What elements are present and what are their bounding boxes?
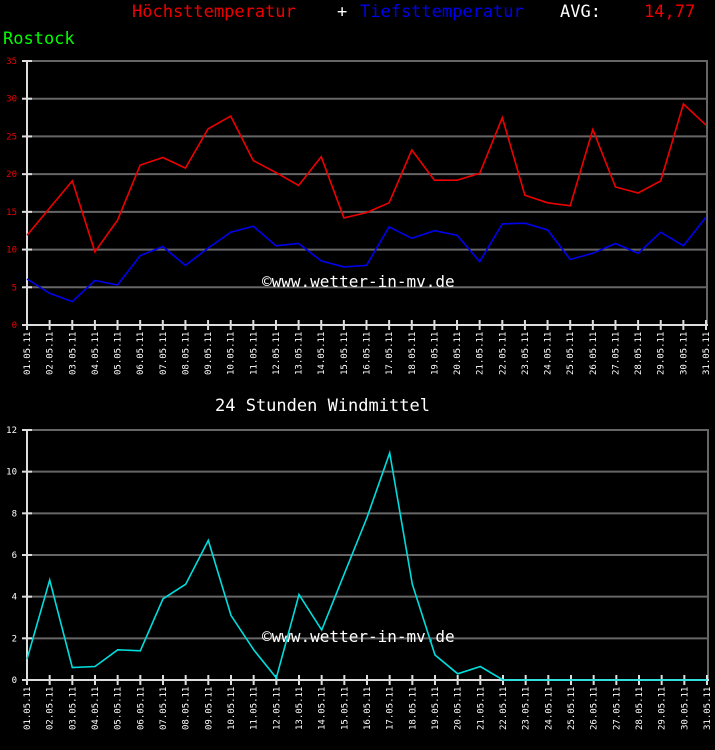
- x-tick-label: 09.05.11: [204, 332, 214, 375]
- x-tick-label: 14.05.11: [318, 687, 328, 730]
- plus-sign: +: [337, 2, 348, 22]
- y-tick-label: 6: [12, 551, 17, 561]
- x-tick-label: 15.05.11: [340, 687, 350, 730]
- x-tick-label: 07.05.11: [159, 332, 169, 375]
- x-tick-label: 25.05.11: [566, 332, 576, 375]
- x-tick-label: 19.05.11: [431, 687, 441, 730]
- x-tick-label: 29.05.11: [657, 332, 667, 375]
- low-temp-label: Tiefsttemperatur: [360, 2, 524, 22]
- high-temp-label: Höchsttemperatur: [132, 2, 296, 22]
- x-tick-label: 18.05.11: [408, 332, 418, 375]
- y-tick-label: 0: [12, 321, 17, 331]
- x-tick-label: 24.05.11: [544, 687, 554, 730]
- x-tick-label: 26.05.11: [589, 332, 599, 375]
- x-tick-label: 16.05.11: [363, 332, 373, 375]
- temperature-chart: 0 5 10 15 20 25 30 35 01.05.11 02.05.11 03.05.11 04…: [6, 57, 712, 375]
- avg-value: 14,77: [644, 2, 696, 22]
- avg-label: AVG:: [560, 2, 601, 22]
- x-tick-label: 03.05.11: [68, 687, 78, 730]
- x-tick-label: 27.05.11: [612, 687, 622, 730]
- x-tick-label: 28.05.11: [635, 687, 645, 730]
- y-tick-label: 5: [12, 283, 17, 293]
- y-tick-label: 20: [6, 170, 17, 180]
- x-tick-label: 01.05.11: [23, 332, 33, 375]
- x-tick-label: 18.05.11: [408, 687, 418, 730]
- x-tick-label: 16.05.11: [363, 687, 373, 730]
- wind-chart-title: 24 Stunden Windmittel: [215, 396, 430, 416]
- x-tick-label: 20.05.11: [453, 332, 463, 375]
- x-tick-label: 19.05.11: [430, 332, 440, 375]
- x-tick-label: 10.05.11: [227, 687, 237, 730]
- y-tick-label: 25: [6, 132, 17, 142]
- x-tick-label: 31.05.11: [702, 332, 712, 375]
- y-tick-label: 35: [6, 57, 17, 67]
- x-tick-label: 12.05.11: [272, 687, 282, 730]
- x-tick-label: 24.05.11: [544, 332, 554, 375]
- x-tick-label: 03.05.11: [68, 332, 78, 375]
- x-tick-label: 07.05.11: [159, 687, 169, 730]
- city-label: Rostock: [3, 29, 75, 49]
- x-tick-label: 29.05.11: [658, 687, 668, 730]
- x-tick-label: 10.05.11: [227, 332, 237, 375]
- x-tick-label: 27.05.11: [611, 332, 621, 375]
- y-tick-label: 12: [6, 426, 17, 436]
- x-tick-label: 04.05.11: [91, 332, 101, 375]
- y-tick-label: 10: [6, 246, 17, 256]
- x-tick-label: 02.05.11: [46, 332, 56, 375]
- x-tick-label: 23.05.11: [522, 687, 532, 730]
- x-tick-label: 06.05.11: [136, 687, 146, 730]
- x-tick-label: 13.05.11: [295, 687, 305, 730]
- series-line: [26, 449, 707, 681]
- x-tick-label: 22.05.11: [499, 687, 509, 730]
- x-tick-label: 11.05.11: [249, 332, 259, 375]
- y-tick-label: 2: [12, 634, 17, 644]
- x-tick-label: 08.05.11: [181, 332, 191, 375]
- y-tick-label: 15: [6, 208, 17, 218]
- x-tick-label: 23.05.11: [521, 332, 531, 375]
- x-tick-label: 09.05.11: [204, 687, 214, 730]
- series-line: [26, 102, 707, 254]
- x-tick-label: 15.05.11: [340, 332, 350, 375]
- x-tick-label: 21.05.11: [476, 332, 486, 375]
- x-tick-label: 01.05.11: [23, 687, 33, 730]
- x-tick-label: 14.05.11: [317, 332, 327, 375]
- x-tick-label: 26.05.11: [590, 687, 600, 730]
- x-tick-label: 17.05.11: [385, 332, 395, 375]
- x-tick-label: 02.05.11: [46, 687, 56, 730]
- x-tick-label: 06.05.11: [136, 332, 146, 375]
- y-tick-label: 30: [6, 95, 17, 105]
- x-tick-label: 30.05.11: [680, 687, 690, 730]
- x-tick-label: 20.05.11: [454, 687, 464, 730]
- x-tick-label: 04.05.11: [91, 687, 101, 730]
- x-tick-label: 22.05.11: [498, 332, 508, 375]
- watermark: ©www.wetter-in-mv.de: [262, 627, 455, 646]
- x-tick-label: 08.05.11: [182, 687, 192, 730]
- series-line: [26, 216, 707, 303]
- x-tick-label: 17.05.11: [386, 687, 396, 730]
- y-tick-label: 0: [12, 676, 17, 686]
- x-tick-label: 11.05.11: [250, 687, 260, 730]
- x-tick-label: 25.05.11: [567, 687, 577, 730]
- watermark: ©www.wetter-in-mv.de: [262, 272, 455, 291]
- x-tick-label: 30.05.11: [679, 332, 689, 375]
- x-tick-label: 28.05.11: [634, 332, 644, 375]
- x-tick-label: 05.05.11: [114, 332, 124, 375]
- x-tick-label: 21.05.11: [476, 687, 486, 730]
- x-tick-label: 31.05.11: [703, 687, 713, 730]
- y-tick-label: 8: [12, 509, 17, 519]
- y-tick-label: 10: [6, 468, 17, 478]
- x-tick-label: 12.05.11: [272, 332, 282, 375]
- y-tick-label: 4: [12, 593, 17, 603]
- x-tick-label: 05.05.11: [114, 687, 124, 730]
- x-tick-label: 13.05.11: [295, 332, 305, 375]
- chart-title: Höchsttemperatur + Tiefsttemperatur AVG:…: [0, 2, 715, 24]
